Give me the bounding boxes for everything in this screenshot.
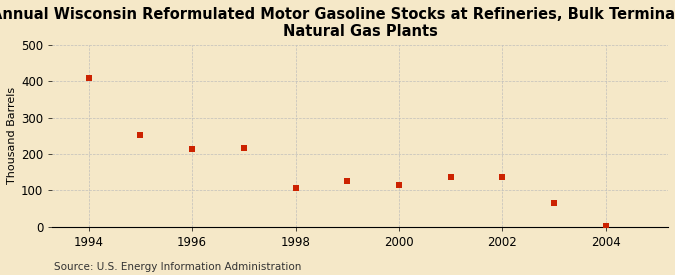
Point	[135, 133, 146, 137]
Point	[497, 175, 508, 179]
Point	[446, 174, 456, 179]
Point	[394, 182, 404, 187]
Point	[342, 179, 353, 183]
Title: Annual Wisconsin Reformulated Motor Gasoline Stocks at Refineries, Bulk Terminal: Annual Wisconsin Reformulated Motor Gaso…	[0, 7, 675, 39]
Point	[238, 146, 249, 151]
Point	[549, 201, 560, 205]
Point	[601, 224, 612, 228]
Point	[290, 186, 301, 190]
Text: Source: U.S. Energy Information Administration: Source: U.S. Energy Information Administ…	[54, 262, 301, 272]
Y-axis label: Thousand Barrels: Thousand Barrels	[7, 87, 17, 184]
Point	[83, 76, 94, 80]
Point	[187, 147, 198, 152]
